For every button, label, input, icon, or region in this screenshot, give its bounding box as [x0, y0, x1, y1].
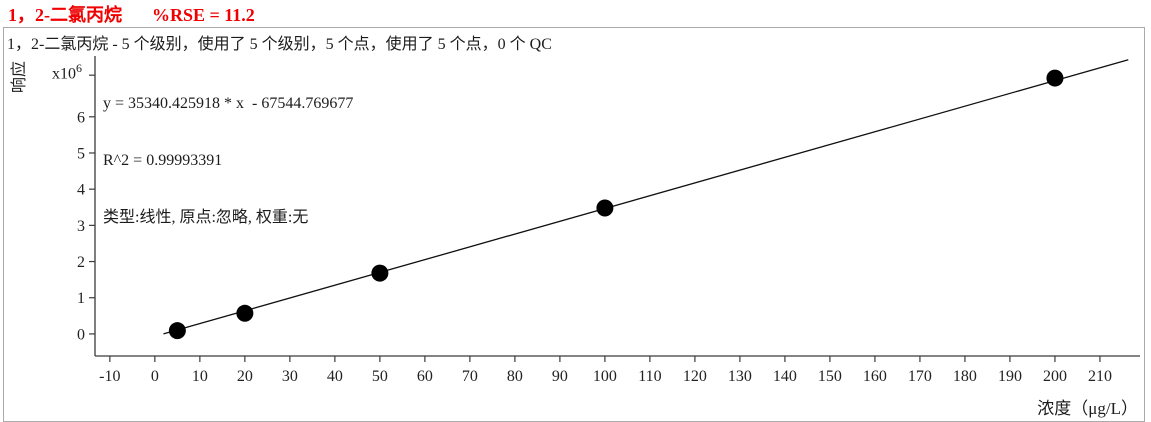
x-tick-label: 40	[327, 368, 343, 385]
fit-equation: y = 35340.425918 * x - 67544.769677	[103, 95, 354, 112]
x-tick-label: -10	[99, 368, 120, 385]
x-tick-label: 150	[818, 368, 842, 385]
y-tick-label: 5	[77, 145, 85, 162]
fit-line	[163, 59, 1129, 335]
y-axis-multiplier-exponent: 6	[76, 61, 82, 75]
fit-r-squared: R^2 = 0.99993391	[103, 152, 223, 169]
data-point	[236, 304, 254, 322]
y-axis-multiplier-base: x10	[52, 65, 76, 83]
x-tick-label: 30	[282, 368, 298, 385]
y-tick-label: 6	[77, 109, 85, 126]
x-tick-label: 100	[593, 368, 617, 385]
x-axis-label: 浓度（μg/L）	[1037, 399, 1138, 418]
y-tick-label: 0	[77, 326, 85, 343]
x-tick-label: 70	[462, 368, 478, 385]
x-tick-label: 140	[773, 368, 797, 385]
data-point	[596, 199, 614, 217]
x-tick-label: 210	[1088, 368, 1112, 385]
x-tick-label: 160	[863, 368, 887, 385]
x-tick-label: 0	[151, 368, 159, 385]
compound-name: 1，2-二氯丙烷	[8, 5, 122, 25]
x-tick-label: 50	[372, 368, 388, 385]
y-axis-multiplier: x106	[52, 61, 82, 83]
chart-title: 1，2-二氯丙烷 %RSE = 11.2	[8, 1, 255, 27]
fit-model-settings: 类型:线性, 原点:忽略, 权重:无	[103, 209, 309, 226]
x-tick-label: 170	[908, 368, 932, 385]
y-tick-label: 1	[77, 290, 85, 307]
y-tick-label: 2	[77, 254, 85, 271]
x-tick-label: 180	[953, 368, 977, 385]
y-tick-label: 4	[77, 182, 85, 199]
fit-info-block: y = 35340.425918 * x - 67544.769677 R^2 …	[103, 56, 353, 246]
x-tick-label: 190	[998, 368, 1022, 385]
calibration-summary: 1，2-二氯丙烷 - 5 个级别，使用了 5 个级别，5 个点，使用了 5 个点…	[7, 36, 552, 53]
data-point	[1046, 69, 1064, 87]
x-tick-label: 130	[728, 368, 752, 385]
x-tick-label: 80	[507, 368, 523, 385]
x-tick-label: 90	[552, 368, 568, 385]
x-tick-label: 120	[683, 368, 707, 385]
rse-value: %RSE = 11.2	[152, 5, 255, 25]
x-tick-label: 20	[237, 368, 253, 385]
x-tick-label: 200	[1043, 368, 1067, 385]
data-point	[371, 264, 389, 282]
y-axis-label: 响应	[11, 61, 28, 94]
data-point	[168, 322, 186, 340]
x-tick-label: 110	[638, 368, 661, 385]
x-tick-label: 60	[417, 368, 433, 385]
y-tick-label: 3	[77, 218, 85, 235]
x-tick-label: 10	[192, 368, 208, 385]
